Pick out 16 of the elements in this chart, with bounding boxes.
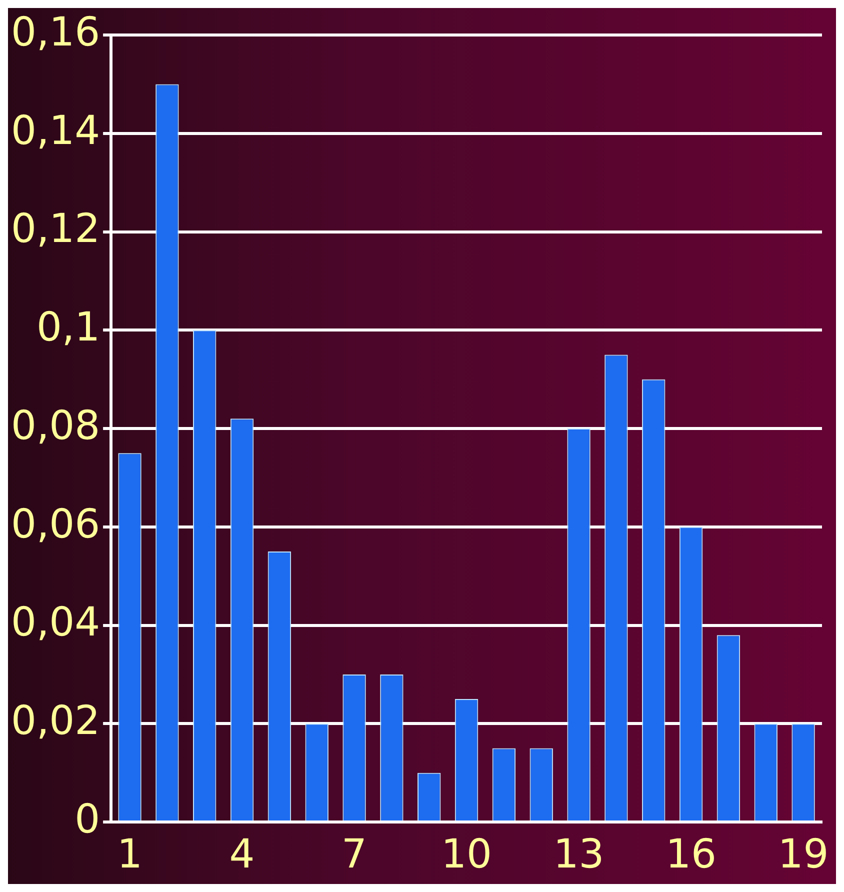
y-tick-label: 0 xyxy=(74,796,100,842)
x-tick-label: 4 xyxy=(229,831,255,878)
y-tick-label: 0,06 xyxy=(11,501,100,548)
y-tick-label: 0,12 xyxy=(11,206,100,252)
y-tick-label: 0,02 xyxy=(11,698,100,744)
x-tick-label: 19 xyxy=(778,831,829,878)
x-tick-label: 16 xyxy=(666,831,716,878)
x-tick-label: 1 xyxy=(117,831,142,878)
x-tick-label: 10 xyxy=(441,831,492,878)
y-tick-label: 0,1 xyxy=(36,304,100,351)
x-tick-label: 13 xyxy=(553,831,604,878)
y-tick-label: 0,08 xyxy=(11,402,100,449)
y-tick-label: 0,14 xyxy=(11,108,100,154)
x-tick-label: 7 xyxy=(342,831,368,878)
y-tick-label: 0,16 xyxy=(11,9,100,56)
y-tick-label: 0,04 xyxy=(11,600,100,646)
